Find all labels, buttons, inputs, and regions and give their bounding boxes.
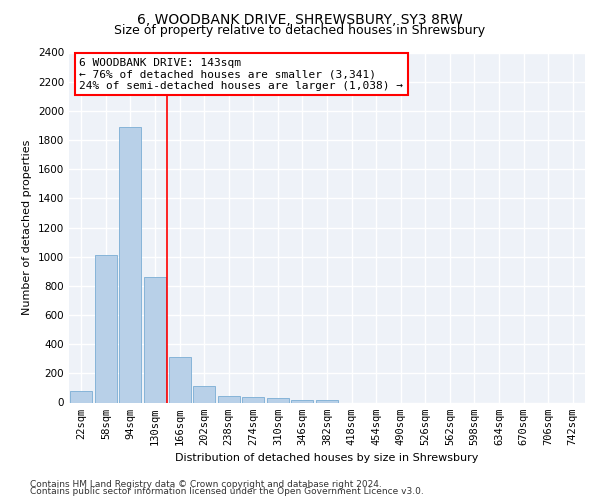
Bar bbox=[144, 277, 166, 402]
Bar bbox=[292, 400, 313, 402]
Bar bbox=[70, 391, 92, 402]
Text: Size of property relative to detached houses in Shrewsbury: Size of property relative to detached ho… bbox=[115, 24, 485, 37]
Text: 6, WOODBANK DRIVE, SHREWSBURY, SY3 8RW: 6, WOODBANK DRIVE, SHREWSBURY, SY3 8RW bbox=[137, 12, 463, 26]
Bar bbox=[169, 356, 191, 403]
Text: Contains public sector information licensed under the Open Government Licence v3: Contains public sector information licen… bbox=[30, 487, 424, 496]
Text: 6 WOODBANK DRIVE: 143sqm
← 76% of detached houses are smaller (3,341)
24% of sem: 6 WOODBANK DRIVE: 143sqm ← 76% of detach… bbox=[79, 58, 403, 91]
Bar bbox=[95, 255, 117, 402]
Text: Contains HM Land Registry data © Crown copyright and database right 2024.: Contains HM Land Registry data © Crown c… bbox=[30, 480, 382, 489]
Bar bbox=[193, 386, 215, 402]
X-axis label: Distribution of detached houses by size in Shrewsbury: Distribution of detached houses by size … bbox=[175, 453, 479, 463]
Bar bbox=[119, 127, 142, 402]
Bar bbox=[316, 400, 338, 402]
Bar bbox=[218, 396, 240, 402]
Bar bbox=[242, 397, 265, 402]
Y-axis label: Number of detached properties: Number of detached properties bbox=[22, 140, 32, 315]
Bar bbox=[267, 398, 289, 402]
